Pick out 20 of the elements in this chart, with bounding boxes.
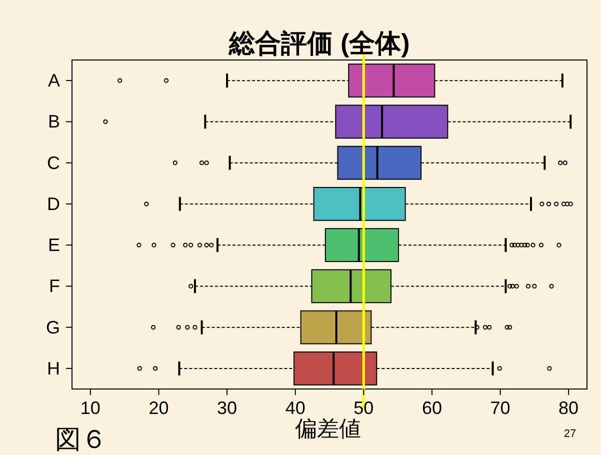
- text: 27: [564, 428, 576, 440]
- y-tick-label: G: [46, 317, 60, 338]
- y-tick-label: A: [48, 70, 60, 91]
- y-tick-label: H: [47, 358, 60, 378]
- x-tick-label: 70: [490, 398, 510, 418]
- caption: 図６: [55, 425, 107, 455]
- y-tick-label: D: [47, 194, 60, 214]
- chart-title: 総合評価 (全体): [228, 28, 410, 58]
- y-tick-label: E: [48, 235, 60, 256]
- y-tick-label: C: [47, 152, 60, 173]
- x-tick-label: 50: [354, 398, 374, 418]
- y-tick-label: F: [49, 276, 60, 296]
- x-tick-label: 20: [148, 398, 169, 418]
- x-tick-label: 40: [285, 398, 306, 418]
- x-axis-title: 偏差値: [295, 416, 361, 441]
- x-tick-label: 10: [80, 398, 100, 418]
- y-tick-label: B: [48, 112, 60, 132]
- x-tick-label: 80: [558, 398, 579, 418]
- x-tick-label: 60: [422, 398, 442, 418]
- x-tick-label: 30: [217, 398, 238, 418]
